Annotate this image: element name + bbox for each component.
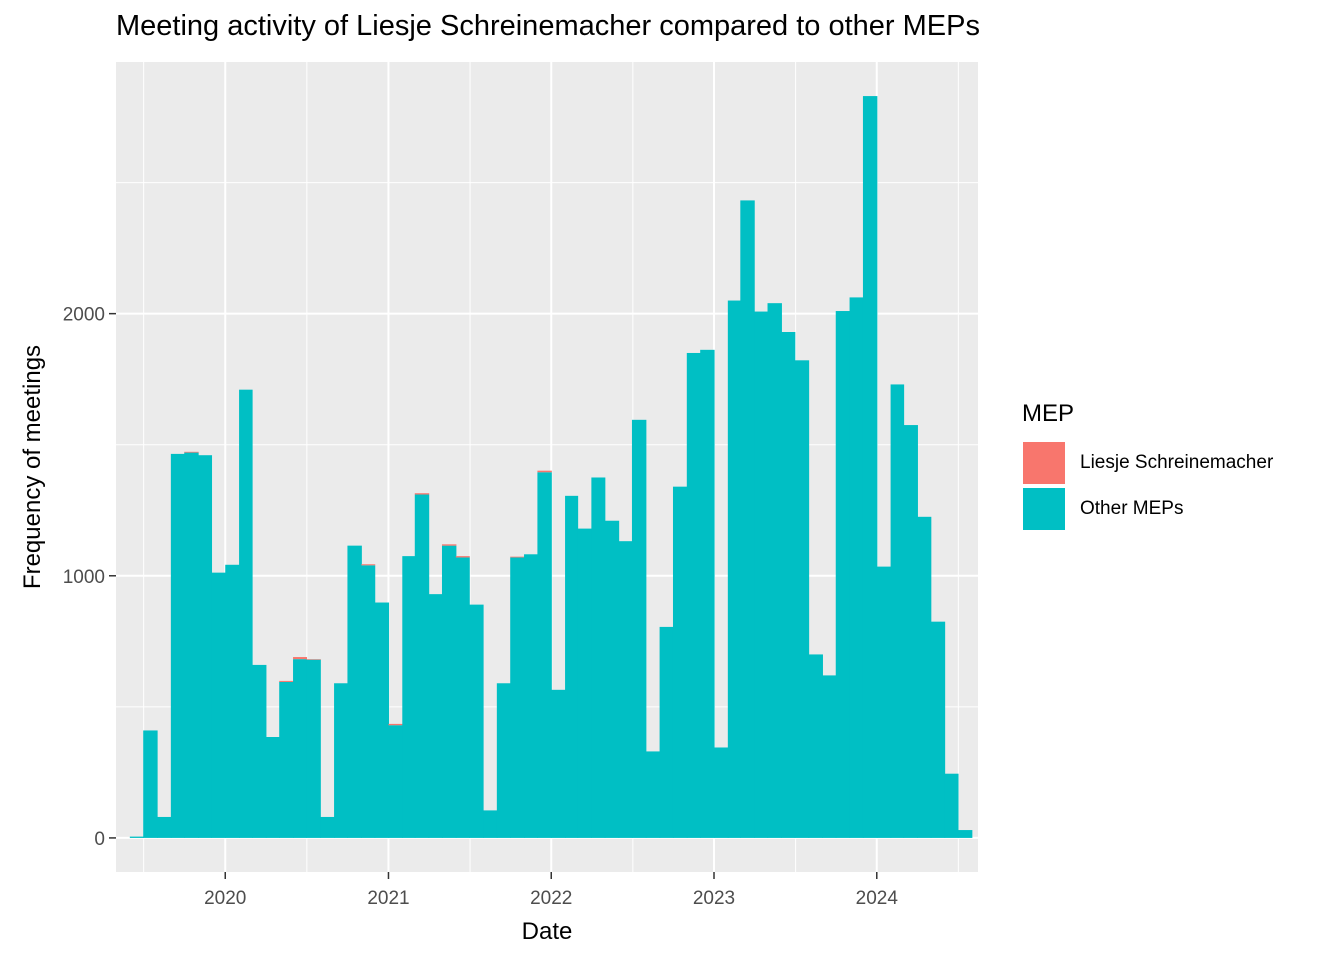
bar-other-meps bbox=[930, 621, 946, 838]
bar-other-meps bbox=[361, 565, 376, 838]
bar-other-meps bbox=[754, 311, 769, 838]
bar-other-meps bbox=[577, 528, 592, 838]
bar-other-meps bbox=[510, 557, 525, 838]
legend-label-other: Other MEPs bbox=[1080, 498, 1184, 519]
bar-other-meps bbox=[143, 730, 158, 838]
bar-other-meps bbox=[876, 566, 892, 838]
bars bbox=[129, 96, 973, 838]
bar-other-meps bbox=[170, 453, 185, 838]
bar-other-meps bbox=[618, 541, 633, 838]
bar-other-meps bbox=[890, 384, 905, 838]
bar-other-meps bbox=[524, 554, 539, 838]
bar-other-meps bbox=[279, 681, 294, 838]
bar-other-meps bbox=[496, 683, 511, 838]
bar-other-meps bbox=[794, 360, 810, 838]
bar-other-meps bbox=[903, 425, 918, 838]
axis-ticks bbox=[109, 312, 878, 879]
bar-other-meps bbox=[455, 557, 470, 838]
x-tick-label: 2023 bbox=[693, 888, 735, 909]
bar-other-meps bbox=[822, 675, 837, 838]
bar-other-meps bbox=[252, 664, 267, 838]
x-tick-label: 2021 bbox=[367, 888, 409, 909]
legend-key-other bbox=[1022, 487, 1066, 531]
bar-other-meps bbox=[198, 455, 213, 838]
bar-other-meps bbox=[659, 626, 674, 838]
bar-other-meps bbox=[957, 830, 973, 838]
x-tick-label: 2020 bbox=[204, 888, 246, 909]
bar-other-meps bbox=[441, 545, 457, 838]
bar-other-meps bbox=[631, 419, 647, 838]
bar-other-meps bbox=[374, 602, 390, 838]
bar-other-meps bbox=[293, 659, 308, 838]
x-tick-label: 2022 bbox=[530, 888, 572, 909]
legend-title: MEP bbox=[1022, 400, 1075, 427]
bar-other-meps bbox=[414, 494, 430, 838]
bar-liesje bbox=[414, 493, 430, 495]
bar-liesje bbox=[455, 556, 470, 558]
bar-other-meps bbox=[469, 604, 484, 838]
y-axis-title: Frequency of meetings bbox=[19, 345, 46, 589]
bar-other-meps bbox=[740, 200, 755, 838]
bar-liesje bbox=[537, 470, 552, 473]
bar-other-meps bbox=[714, 747, 729, 838]
bar-other-meps bbox=[944, 773, 959, 838]
bar-other-meps bbox=[686, 352, 701, 838]
bar-other-meps bbox=[849, 297, 864, 838]
legend: MEP Liesje Schreinemacher Other MEPs bbox=[1022, 400, 1273, 532]
legend-label-liesje: Liesje Schreinemacher bbox=[1080, 452, 1274, 473]
tick-labels: 2020 2021 2022 2023 2024 0 1000 2000 bbox=[63, 305, 899, 909]
bar-other-meps bbox=[334, 683, 349, 838]
y-tick-label: 1000 bbox=[63, 567, 105, 588]
bar-other-meps bbox=[727, 300, 741, 838]
bar-other-meps bbox=[239, 389, 253, 838]
bar-other-meps bbox=[402, 556, 416, 838]
bar-other-meps bbox=[591, 477, 606, 838]
bar-other-meps bbox=[320, 816, 335, 838]
bar-liesje bbox=[306, 659, 321, 660]
y-tick-label: 2000 bbox=[63, 305, 105, 326]
bar-other-meps bbox=[157, 816, 172, 838]
bar-other-meps bbox=[483, 810, 498, 838]
bar-other-meps bbox=[129, 836, 144, 838]
bar-other-meps bbox=[862, 96, 878, 838]
x-axis-title: Date bbox=[522, 918, 573, 945]
bar-other-meps bbox=[537, 472, 552, 838]
bar-other-meps bbox=[835, 311, 851, 838]
bar-other-meps bbox=[808, 654, 823, 838]
bar-liesje bbox=[184, 451, 199, 453]
legend-key-liesje bbox=[1022, 441, 1066, 485]
bar-other-meps bbox=[917, 516, 932, 838]
bar-other-meps bbox=[565, 495, 579, 838]
bar-other-meps bbox=[225, 564, 240, 838]
bar-other-meps bbox=[604, 520, 620, 838]
bar-liesje bbox=[279, 680, 294, 682]
x-tick-label: 2024 bbox=[856, 888, 899, 909]
bar-other-meps bbox=[645, 751, 661, 838]
bar-other-meps bbox=[551, 689, 566, 838]
bar-other-meps bbox=[672, 486, 688, 838]
y-tick-label: 0 bbox=[94, 829, 105, 850]
legend-item-other: Other MEPs bbox=[1022, 486, 1273, 532]
bar-other-meps bbox=[265, 737, 280, 838]
bar-other-meps bbox=[767, 303, 782, 838]
bar-other-meps bbox=[428, 594, 443, 838]
bar-other-meps bbox=[347, 545, 362, 838]
bar-other-meps bbox=[184, 452, 199, 838]
bar-other-meps bbox=[211, 572, 226, 838]
bar-liesje bbox=[293, 657, 308, 660]
bar-liesje bbox=[510, 556, 525, 558]
bar-liesje bbox=[388, 723, 403, 726]
chart-title: Meeting activity of Liesje Schreinemache… bbox=[116, 10, 980, 42]
legend-item-liesje: Liesje Schreinemacher bbox=[1022, 440, 1273, 486]
bar-other-meps bbox=[306, 659, 321, 838]
bar-other-meps bbox=[700, 349, 715, 838]
bar-liesje bbox=[361, 564, 376, 566]
bar-liesje bbox=[441, 544, 457, 546]
bar-other-meps bbox=[781, 332, 796, 838]
bar-other-meps bbox=[388, 725, 403, 838]
